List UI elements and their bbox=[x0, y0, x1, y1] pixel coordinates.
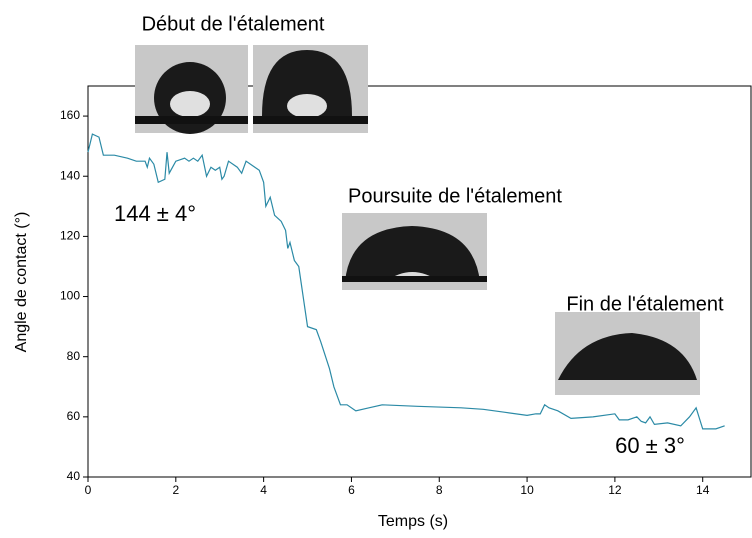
annotation: Poursuite de l'étalement bbox=[348, 185, 562, 207]
y-tick-label: 140 bbox=[60, 168, 80, 182]
y-tick-label: 60 bbox=[67, 409, 81, 423]
annotation: Fin de l'étalement bbox=[566, 293, 724, 315]
y-tick-label: 160 bbox=[60, 108, 80, 122]
annotation: 144 ± 4° bbox=[114, 201, 196, 226]
inset-photo bbox=[342, 213, 487, 290]
x-tick-label: 8 bbox=[436, 483, 443, 497]
x-tick-label: 0 bbox=[85, 483, 92, 497]
data-line bbox=[87, 133, 725, 430]
inset-photo bbox=[135, 45, 248, 134]
y-axis-label: Angle de contact (°) bbox=[13, 212, 30, 353]
annotation: Début de l'étalement bbox=[142, 13, 325, 35]
y-tick-label: 80 bbox=[67, 349, 81, 363]
inset-photo bbox=[253, 45, 368, 133]
x-tick-label: 6 bbox=[348, 483, 355, 497]
y-tick-label: 120 bbox=[60, 229, 80, 243]
y-tick-label: 40 bbox=[67, 469, 81, 483]
x-axis-label: Temps (s) bbox=[378, 513, 448, 530]
x-tick-label: 14 bbox=[696, 483, 710, 497]
y-tick-label: 100 bbox=[60, 289, 80, 303]
x-tick-label: 10 bbox=[520, 483, 534, 497]
x-tick-label: 2 bbox=[172, 483, 179, 497]
x-tick-label: 4 bbox=[260, 483, 267, 497]
annotation: 60 ± 3° bbox=[615, 433, 685, 458]
inset-photo bbox=[555, 312, 700, 395]
x-tick-label: 12 bbox=[608, 483, 622, 497]
plot-frame bbox=[87, 85, 752, 478]
